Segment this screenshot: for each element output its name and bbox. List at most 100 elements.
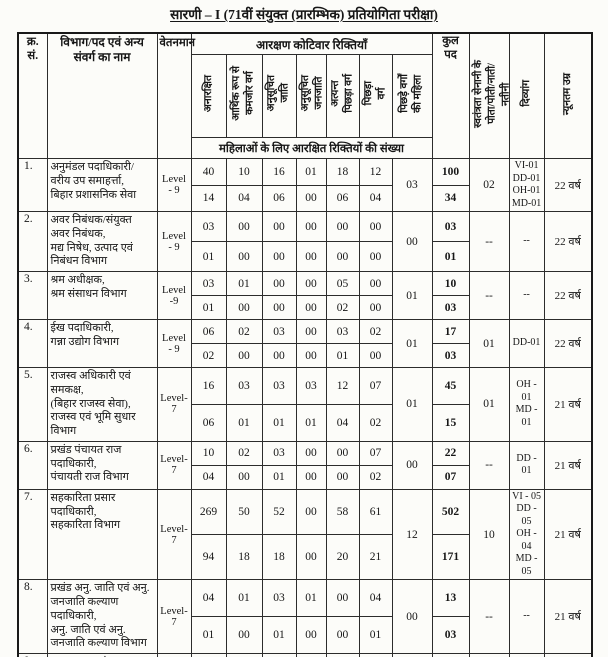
cell-ews-bottom: 00 [225, 241, 263, 272]
cell-bc-women: 00 [391, 579, 433, 654]
cell-st-bottom: 00 [295, 533, 327, 581]
table-row-bottom: 01 00 01 00 00 01 03 [18, 616, 592, 654]
cell-unreserved-top: 40 [190, 158, 227, 186]
table-row-top: 1. अनुमंडल पदाधिकारी/वरीय उप समाहर्त्ता,… [17, 158, 593, 212]
header-category-ebc: अत्यन्त पिछड़ा वर्ग [325, 54, 360, 138]
cell-st-top: 00 [295, 211, 327, 242]
cell-ebc-bottom: 20 [325, 533, 360, 581]
page-title-text: सारणी – I (71वीं संयुक्त (प्रारम्भिक) प्… [170, 7, 438, 22]
table-row-bottom: 01 00 00 00 02 00 03 [18, 295, 592, 320]
row-pay-scale-cell: Level- 7 [156, 488, 192, 581]
cell-ews-bottom: 00 [225, 343, 263, 368]
cell-unreserved-top: 10 [190, 440, 227, 466]
cell-divyang: OH - 01 MD - 01 [508, 367, 545, 442]
cell-bc-bottom: 00 [358, 295, 393, 320]
row-serial-cell: 6. [17, 440, 48, 490]
cell-ebc-bottom: 00 [325, 616, 360, 654]
cell-sc-bottom: 18 [261, 533, 297, 581]
cell-st-bottom: 00 [295, 295, 327, 320]
cell-unreserved-bottom: 02 [190, 343, 227, 368]
cell-sc-top: 03 [261, 319, 297, 344]
row-department-cell: ईख पदाधिकारी, गन्ना उद्योग विभाग [46, 319, 158, 368]
cell-total-posts-bottom: 15 [431, 403, 470, 442]
table-row-bottom: 02 00 00 00 01 00 03 [18, 343, 592, 368]
cell-divyang: -- [508, 271, 545, 320]
cell-sc-top: 16 [261, 158, 297, 186]
cell-total-posts-top: 459 [431, 653, 470, 657]
row-serial-cell: 1. [17, 158, 48, 212]
cell-ebc-bottom: 02 [325, 295, 360, 320]
cell-ews-bottom: 00 [225, 616, 263, 654]
cell-sc-top: 00 [261, 271, 297, 296]
header-category-unreserved: अनारक्षित [190, 54, 227, 138]
header-category-st: अनुसूचित जनजाति [295, 54, 327, 138]
cell-ebc-bottom: 06 [325, 184, 360, 212]
cell-unreserved-bottom: 14 [190, 184, 227, 212]
cell-unreserved-top: 269 [190, 488, 227, 536]
category-label: अनुसूचित जाति [266, 75, 291, 112]
cell-min-age: 22 वर्ष [543, 211, 593, 272]
cell-sc-bottom: 00 [261, 343, 297, 368]
cell-unreserved-bottom: 01 [190, 295, 227, 320]
cell-ews-top: 00 [225, 211, 263, 242]
category-label: अत्यन्त पिछड़ा वर्ग [329, 74, 355, 113]
table-row-top: 2. अवर निबंधक/संयुक्त अवर निबंधक, मद्य न… [17, 211, 593, 272]
row-department-cell: राजस्व अधिकारी एवं समकक्ष, (बिहार राजस्व… [46, 367, 158, 442]
cell-ebc-top: 03 [325, 319, 360, 344]
row-department-cell: प्रखंड अनु. जाति एवं अनु. जनजाति कल्याण … [46, 579, 158, 654]
cell-st-bottom: 00 [295, 184, 327, 212]
cell-bc-women: 00 [391, 211, 433, 272]
cell-bc-women: 03 [391, 158, 433, 212]
cell-min-age: 21 वर्ष [543, 488, 593, 581]
cell-st-bottom: 00 [295, 464, 327, 490]
header-serial: क्र. सं. [17, 32, 48, 159]
cell-st-top: 00 [295, 488, 327, 536]
cell-min-age: 21 वर्ष [543, 440, 593, 490]
cell-sc-top: 03 [261, 579, 297, 618]
cell-min-age: 22 वर्ष [543, 271, 593, 320]
cell-total-posts-top: 10 [431, 271, 470, 296]
cell-freedom-fighter: 01 [468, 319, 510, 368]
cell-divyang: DD - 01 [508, 440, 545, 490]
cell-sc-bottom: 00 [261, 241, 297, 272]
row-pay-scale-cell: Level - 6 [156, 653, 192, 657]
cell-total-posts-top: 45 [431, 367, 470, 405]
cell-divyang: -- [508, 211, 545, 272]
cell-bc-women: 00 [391, 440, 433, 490]
cell-st-top: 00 [295, 440, 327, 466]
cell-sc-top: 52 [261, 488, 297, 536]
cell-ews-bottom: 04 [225, 184, 263, 212]
row-pay-scale-cell: Level- 7 [156, 367, 192, 442]
row-department-cell: अनुमंडल पदाधिकारी/वरीय उप समाहर्त्ता, बि… [46, 158, 158, 212]
cell-freedom-fighter: -- [468, 579, 510, 654]
table-row-top: 8. प्रखंड अनु. जाति एवं अनु. जनजाति कल्य… [17, 579, 593, 654]
row-pay-scale-cell: Level - 9 [156, 158, 192, 212]
header-category-bc: पिछड़ा वर्ग [358, 54, 393, 138]
cell-unreserved-bottom: 94 [190, 533, 227, 581]
table-row-bottom: 94 18 18 00 20 21 171 [18, 533, 592, 581]
cell-st-top: 00 [295, 319, 327, 344]
cell-total-posts-bottom: 34 [431, 184, 470, 212]
cell-ebc-top: 00 [325, 211, 360, 242]
cell-bc-women: 14 [391, 653, 433, 657]
cell-st-top: 04 [295, 653, 327, 657]
header-category-bc-women: पिछड़े वर्गों की महिला [391, 54, 433, 138]
cell-total-posts-bottom: 03 [431, 616, 470, 654]
cell-bc-bottom: 02 [358, 464, 393, 490]
cell-total-posts-top: 22 [431, 440, 470, 466]
cell-ews-top: 46 [225, 653, 263, 657]
cell-freedom-fighter: 09 [468, 653, 510, 657]
table-row-top: 9. प्रखण्ड अल्पसंख्यक कल्याण पदाधिकारी, … [17, 653, 593, 657]
cell-bc-bottom: 04 [358, 184, 393, 212]
cell-ebc-top: 83 [325, 653, 360, 657]
header-category-ews: आर्थिक रूप से कमजोर वर्ग [225, 54, 263, 138]
cell-ebc-bottom: 00 [325, 241, 360, 272]
cell-unreserved-top: 03 [190, 271, 227, 296]
cell-st-bottom: 00 [295, 343, 327, 368]
cell-bc-top: 00 [358, 211, 393, 242]
cell-unreserved-top: 183 [190, 653, 227, 657]
header-divyang-label: दिव्यांग [520, 80, 532, 107]
row-pay-scale-cell: Level- 7 [156, 579, 192, 654]
cell-st-top: 00 [295, 271, 327, 296]
row-serial-cell: 2. [17, 211, 48, 272]
